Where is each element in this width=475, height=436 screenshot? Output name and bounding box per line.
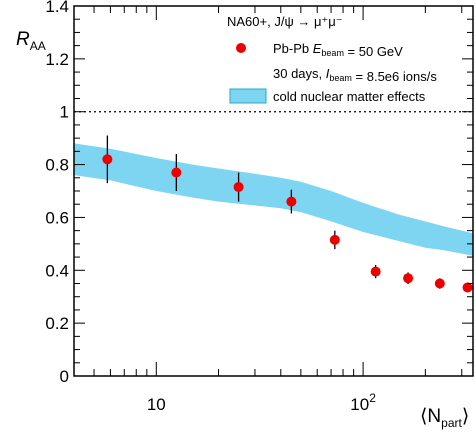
data-point — [233, 182, 244, 193]
x-axis-title: ⟨Npart⟩ — [420, 406, 469, 430]
data-point — [434, 278, 445, 289]
x-axis-title-main: ⟨N — [420, 406, 441, 427]
legend: NA60+, J/ψ → μ⁺μ⁻ Pb-Pb Ebeam = 50 GeV 30… — [227, 14, 437, 104]
legend-label: cold nuclear matter effects — [273, 89, 426, 104]
data-point — [462, 282, 473, 293]
cnm-band-layer — [74, 143, 473, 256]
data-point — [370, 266, 381, 277]
y-tick-label: 0.4 — [45, 261, 69, 280]
data-point — [171, 167, 182, 178]
legend-marker-circle — [236, 43, 246, 53]
data-point — [102, 154, 113, 165]
y-axis-title: RAA — [16, 29, 46, 53]
legend-header: NA60+, J/ψ → μ⁺μ⁻ — [227, 14, 343, 29]
x-tick-label: 10 — [147, 395, 166, 414]
y-tick-label: 0 — [60, 367, 69, 386]
y-tick-label: 1 — [60, 103, 69, 122]
y-tick-label: 0.6 — [45, 208, 69, 227]
data-point — [403, 273, 414, 284]
y-tick-label: 1.4 — [45, 0, 69, 16]
x-tick-label: 102 — [350, 391, 376, 414]
y-tick-label: 1.2 — [45, 50, 69, 69]
legend-entries: Pb-Pb Ebeam = 50 GeV 30 days, Ibeam = 8.5… — [229, 41, 437, 104]
legend-label: 30 days, Ibeam = 8.5e6 ions/s — [273, 66, 437, 84]
y-tick-labels: 0 0.2 0.4 0.6 0.8 1 1.2 1.4 — [45, 0, 69, 386]
y-tick-label: 0.2 — [45, 314, 69, 333]
x-axis-title-close: ⟩ — [462, 406, 469, 427]
legend-label: Pb-Pb Ebeam = 50 GeV — [273, 41, 403, 59]
y-tick-label: 0.8 — [45, 156, 69, 175]
y-axis-title-main: R — [16, 29, 30, 50]
data-points-layer — [102, 135, 473, 293]
x-axis-title-sub: part — [441, 416, 462, 430]
data-point — [329, 234, 340, 245]
legend-marker-band — [229, 88, 267, 104]
axis-ticks — [73, 5, 473, 377]
x-tick-labels: 10 102 — [147, 391, 376, 414]
data-point — [286, 196, 297, 207]
cnm-band — [74, 143, 473, 256]
y-axis-title-sub: AA — [30, 39, 46, 53]
